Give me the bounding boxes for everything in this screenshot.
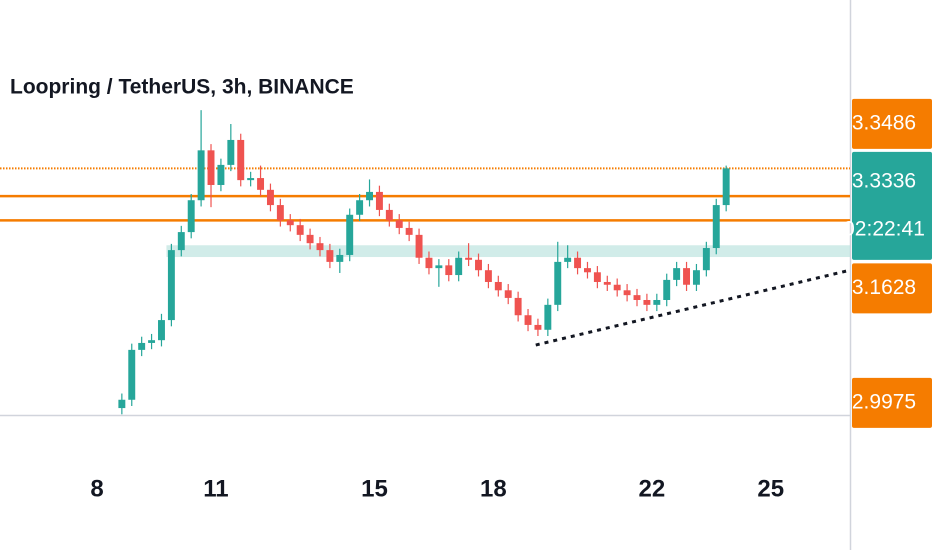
candle-body <box>356 200 364 215</box>
candle-body <box>722 168 730 206</box>
price-label: 3.3486 <box>852 111 916 134</box>
candle-body <box>544 304 552 330</box>
candle-body <box>623 290 631 296</box>
candle-body <box>247 178 255 181</box>
candle-body <box>316 243 324 251</box>
candle-body <box>633 295 641 300</box>
x-tick-label: 11 <box>203 475 228 502</box>
candle-body <box>138 342 146 350</box>
candle-body <box>613 284 621 291</box>
candle-body <box>504 290 512 298</box>
candle-body <box>366 191 373 201</box>
candle-body <box>395 220 403 228</box>
candle-body <box>712 205 720 249</box>
candle-body <box>475 259 482 271</box>
candle-body <box>257 178 265 190</box>
candle-body <box>227 139 235 165</box>
candle-body <box>584 268 591 273</box>
price-label-box <box>852 151 932 260</box>
price-label: 3.3336 <box>852 169 916 192</box>
candle-body <box>494 281 502 291</box>
candle-body <box>237 139 245 181</box>
candle-body <box>296 225 304 235</box>
candle-body <box>148 340 156 343</box>
candle-body <box>385 209 393 221</box>
candle-body <box>276 205 284 221</box>
price-label-box <box>852 98 932 149</box>
candle-body <box>445 265 453 276</box>
price-label-box <box>852 263 932 314</box>
candle-body <box>286 220 294 226</box>
candle-body <box>435 265 443 269</box>
candle-body <box>455 257 463 276</box>
x-tick-label: 25 <box>757 475 784 502</box>
candle-body <box>593 272 601 282</box>
x-tick-label: 8 <box>90 475 103 502</box>
x-tick-label: 15 <box>361 475 388 502</box>
candle-body <box>663 279 671 300</box>
candle-body <box>673 268 681 280</box>
price-label: 3.1628 <box>852 276 916 299</box>
candle-body <box>514 297 522 316</box>
candle-body <box>306 234 314 244</box>
candle-body <box>266 189 274 206</box>
price-label-box <box>852 377 932 428</box>
candle-body <box>128 349 136 400</box>
candle-body <box>653 299 661 305</box>
candle-body <box>187 200 195 233</box>
candle-body <box>405 227 413 235</box>
candle-body <box>564 257 572 262</box>
plot-area <box>0 110 851 415</box>
candle-body <box>207 150 215 185</box>
candle-body <box>484 270 492 282</box>
candle-body <box>524 315 532 325</box>
candle-body <box>118 399 126 409</box>
candle-body <box>197 150 205 201</box>
candle-body <box>554 261 562 305</box>
candle-body <box>217 164 225 185</box>
chart-title: Loopring / TetherUS, 3h, BINANCE <box>10 76 354 99</box>
candle-body <box>534 324 542 330</box>
candle-body <box>167 250 175 321</box>
candle-body <box>574 257 582 269</box>
price-label: 2.9975 <box>852 390 916 413</box>
candle-body <box>158 320 165 341</box>
candle-body <box>425 257 433 269</box>
x-tick-label: 22 <box>639 475 666 502</box>
candle-body <box>177 232 185 251</box>
candle-body <box>465 257 473 260</box>
candle-body <box>336 254 344 262</box>
candle-body <box>683 268 691 285</box>
candle-body <box>415 234 423 258</box>
candle-body <box>692 270 700 285</box>
candle-body <box>375 191 383 210</box>
candle-body <box>603 281 611 285</box>
candle-body <box>643 299 651 305</box>
candle-body <box>346 214 354 255</box>
countdown: 02:22:41 <box>843 217 925 240</box>
candle-body <box>326 250 334 262</box>
support-zone <box>166 245 850 258</box>
x-tick-label: 18 <box>480 475 507 502</box>
candle-body <box>702 248 710 271</box>
